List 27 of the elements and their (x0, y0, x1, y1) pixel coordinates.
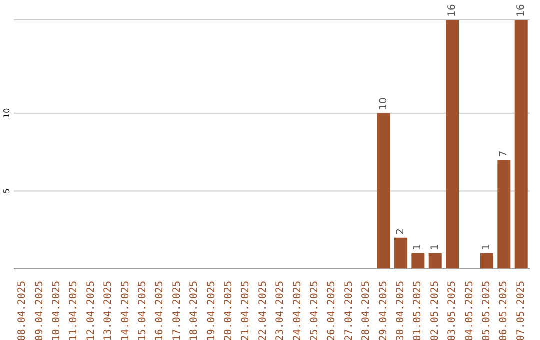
x-tick-label: 11.04.2025 (68, 281, 80, 340)
x-tick-label: 12.04.2025 (86, 281, 97, 340)
bar (480, 253, 494, 269)
x-tick-label: 16.04.2025 (154, 281, 166, 340)
bar (412, 253, 425, 269)
data-label: 2 (395, 228, 406, 235)
x-tick-label: 19.04.2025 (206, 281, 218, 340)
x-tick-label: 18.04.2025 (189, 281, 200, 340)
data-label: 7 (498, 150, 510, 158)
x-tick-label: 14.04.2025 (120, 281, 132, 340)
bar (377, 113, 390, 269)
data-label: 16 (516, 4, 527, 17)
bar (428, 253, 442, 269)
x-tick-label: 13.04.2025 (103, 281, 114, 340)
data-label: 1 (481, 244, 492, 250)
bar (498, 160, 511, 269)
bar (514, 20, 528, 269)
y-tick-label: 5 (2, 188, 12, 194)
data-label: 1 (412, 244, 424, 250)
data-label: 16 (447, 4, 458, 17)
x-tick-label: 15.04.2025 (138, 281, 148, 340)
data-label: 1 (430, 244, 441, 250)
x-tick-label: 10.04.2025 (52, 281, 62, 340)
data-label: 10 (378, 98, 390, 110)
bar (394, 238, 408, 269)
x-tick-label: 17.04.2025 (172, 281, 183, 340)
bar (446, 20, 460, 269)
